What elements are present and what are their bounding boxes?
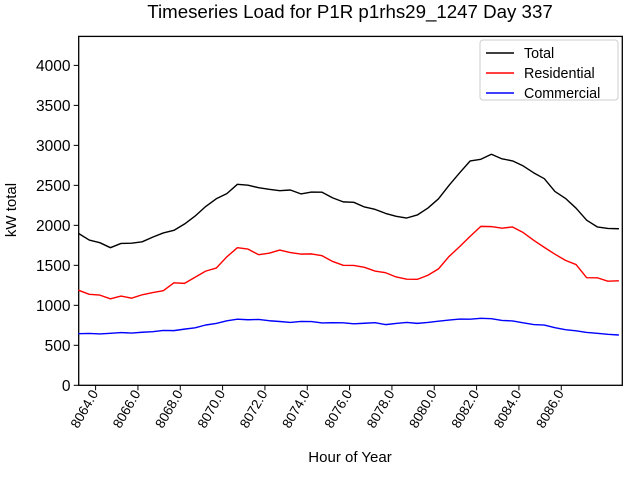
svg-text:Commercial: Commercial: [524, 86, 600, 102]
svg-text:1000: 1000: [36, 298, 71, 315]
svg-text:8072.0: 8072.0: [237, 387, 271, 430]
svg-text:500: 500: [45, 338, 71, 355]
svg-text:8086.0: 8086.0: [533, 387, 567, 430]
svg-text:8080.0: 8080.0: [406, 387, 440, 430]
svg-text:2500: 2500: [36, 178, 71, 195]
svg-text:kW total: kW total: [3, 183, 20, 237]
svg-text:3500: 3500: [36, 98, 71, 115]
svg-text:8064.0: 8064.0: [68, 387, 102, 430]
svg-text:4000: 4000: [36, 58, 71, 75]
svg-text:8078.0: 8078.0: [364, 387, 398, 430]
svg-text:8068.0: 8068.0: [152, 387, 186, 430]
svg-text:8084.0: 8084.0: [491, 387, 525, 430]
svg-text:Total: Total: [524, 46, 554, 62]
svg-text:8076.0: 8076.0: [322, 387, 356, 430]
svg-text:0: 0: [62, 378, 71, 395]
svg-text:8082.0: 8082.0: [449, 387, 483, 430]
svg-text:Residential: Residential: [524, 66, 595, 82]
svg-text:8066.0: 8066.0: [110, 387, 144, 430]
svg-text:3000: 3000: [36, 138, 71, 155]
svg-text:1500: 1500: [36, 258, 71, 275]
svg-text:8074.0: 8074.0: [279, 387, 313, 430]
svg-text:Hour of Year: Hour of Year: [308, 449, 391, 466]
svg-text:2000: 2000: [36, 218, 71, 235]
svg-text:8070.0: 8070.0: [195, 387, 229, 430]
svg-text:Timeseries Load for P1R p1rhs2: Timeseries Load for P1R p1rhs29_1247 Day…: [147, 1, 552, 23]
